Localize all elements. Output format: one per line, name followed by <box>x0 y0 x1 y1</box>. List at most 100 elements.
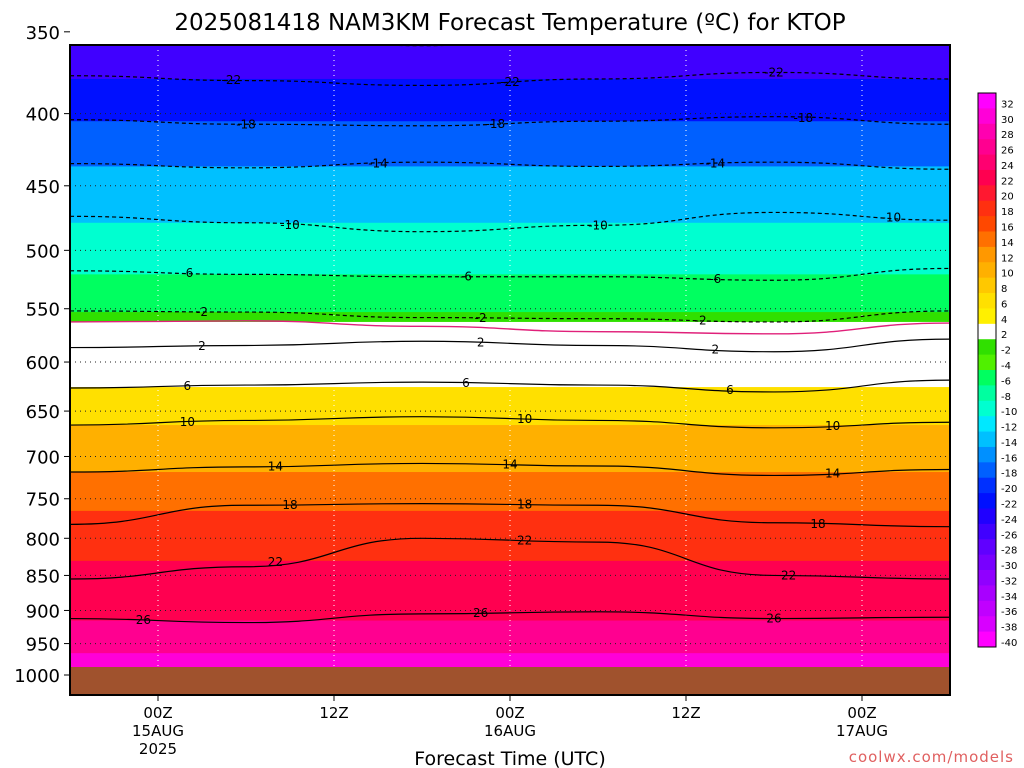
colorbar-label: -32 <box>1001 576 1017 587</box>
contour-label: -6 <box>181 266 193 280</box>
x-tick-date: 16AUG <box>484 722 536 740</box>
svg-text:-26: -26 <box>500 34 520 48</box>
contour-label: 22 <box>268 555 283 569</box>
svg-text:-30: -30 <box>852 0 872 2</box>
ground-layer <box>70 667 950 695</box>
colorbar-swatch <box>978 431 996 448</box>
colorbar-label: 18 <box>1001 207 1014 218</box>
svg-text:18: 18 <box>810 517 825 531</box>
temperature-band <box>70 222 950 275</box>
colorbar-label: 10 <box>1001 269 1014 280</box>
y-tick-label: 550 <box>26 300 60 321</box>
contour-label: -22 <box>222 73 242 87</box>
colorbar-label: -30 <box>1001 561 1017 572</box>
svg-text:-10: -10 <box>280 218 300 232</box>
colorbar-swatch <box>978 246 996 263</box>
colorbar-swatch <box>978 493 996 509</box>
svg-text:-2: -2 <box>475 311 487 325</box>
svg-text:-2: -2 <box>196 305 208 319</box>
colorbar-label: 2 <box>1001 330 1007 341</box>
colorbar-swatch <box>978 308 996 325</box>
y-tick-label: 800 <box>26 529 60 550</box>
contour-label: 26 <box>473 606 488 620</box>
contour-label: -2 <box>475 311 487 325</box>
svg-text:10: 10 <box>517 412 532 426</box>
colorbar-label: 26 <box>1001 146 1014 157</box>
contour-label: -30 <box>852 0 872 2</box>
colorbar-swatch <box>978 631 996 648</box>
contour-label: 26 <box>766 612 781 626</box>
contour-label: -10 <box>280 218 300 232</box>
x-tick-label: 12Z <box>671 704 700 722</box>
svg-text:-2: -2 <box>695 314 707 328</box>
contour-line <box>70 379 950 393</box>
colorbar-swatch <box>978 277 996 294</box>
colorbar-label: -24 <box>1001 515 1017 526</box>
svg-text:-6: -6 <box>709 272 721 286</box>
colorbar-swatch <box>978 231 996 248</box>
contour-label: -26 <box>500 34 520 48</box>
contour-label: -30 <box>310 0 330 8</box>
colorbar-swatch <box>978 154 996 171</box>
colorbar-swatch <box>978 262 996 279</box>
contour-line <box>70 503 950 528</box>
svg-text:-22: -22 <box>222 73 242 87</box>
colorbar-swatch <box>978 200 996 217</box>
colorbar-label: -10 <box>1001 407 1017 418</box>
contour-label: -2 <box>196 305 208 319</box>
contour-line <box>70 267 950 281</box>
colorbar-swatch <box>978 169 996 186</box>
contour-label: 22 <box>781 569 796 583</box>
colorbar-swatch <box>978 339 996 356</box>
svg-text:-18: -18 <box>794 111 814 125</box>
colorbar-swatch <box>978 554 996 571</box>
colorbar-frame <box>977 92 997 648</box>
contour-line <box>70 161 950 170</box>
colorbar-swatch <box>978 477 996 494</box>
x-tick-label: 12Z <box>319 704 348 722</box>
contour-label: -6 <box>709 272 721 286</box>
contour-label: -18 <box>794 111 814 125</box>
colorbar-label: 14 <box>1001 238 1014 249</box>
colorbar-swatch <box>978 385 996 402</box>
colorbar-label: -20 <box>1001 484 1017 495</box>
temperature-band <box>70 312 950 323</box>
y-tick-label: 500 <box>26 241 60 262</box>
contour-line <box>70 0 950 5</box>
y-tick-label: 350 <box>26 23 60 44</box>
contour-label: -22 <box>500 75 520 89</box>
colorbar-swatch <box>978 616 996 633</box>
colorbar-label: 4 <box>1001 315 1007 326</box>
svg-text:2: 2 <box>712 343 720 357</box>
colorbar-label: -38 <box>1001 623 1017 634</box>
colorbar-label: -18 <box>1001 469 1017 480</box>
svg-text:22: 22 <box>268 555 283 569</box>
svg-text:6: 6 <box>184 379 192 393</box>
colorbar-label: -28 <box>1001 546 1017 557</box>
colorbar-swatch <box>978 216 996 232</box>
colorbar-label: -36 <box>1001 607 1017 618</box>
colorbar: 32 30 28 26 24 22 20 18 16 14 12 10 8 6 4 2 -2 -4 -6 -8 -10 -… <box>977 92 1017 649</box>
colorbar-label: -6 <box>1001 376 1011 387</box>
contour-label: 10 <box>517 412 532 426</box>
contour-label: 6 <box>184 379 192 393</box>
colorbar-swatch <box>978 293 996 309</box>
colorbar-swatch <box>978 354 996 371</box>
svg-text:14: 14 <box>825 466 840 480</box>
svg-text:26: 26 <box>136 613 151 627</box>
colorbar-swatch <box>978 400 996 417</box>
colorbar-label: -12 <box>1001 423 1017 434</box>
temperature-band <box>70 560 950 622</box>
colorbar-label: 30 <box>1001 115 1014 126</box>
contour-label: 10 <box>180 415 195 429</box>
svg-text:26: 26 <box>766 612 781 626</box>
colorbar-label: 32 <box>1001 99 1014 110</box>
x-tick-label: 00Z <box>495 704 524 722</box>
svg-text:-6: -6 <box>181 266 193 280</box>
svg-text:-26: -26 <box>882 27 902 41</box>
colorbar-label: -8 <box>1001 392 1011 403</box>
temperature-band <box>70 45 950 80</box>
svg-text:-6: -6 <box>460 270 472 284</box>
contour-label: 18 <box>282 498 297 512</box>
